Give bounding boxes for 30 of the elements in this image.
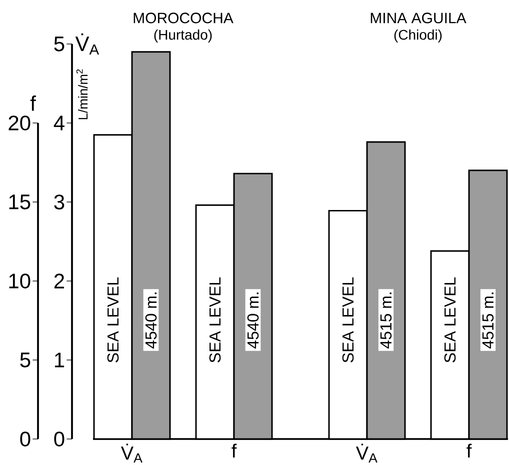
series-label: SEA LEVEL xyxy=(209,277,221,362)
chart-title: MOROCOCHA xyxy=(134,12,234,24)
series-label: SEA LEVEL xyxy=(107,277,119,362)
y2-tick-label: 5 xyxy=(20,352,30,368)
y-tick-label: 3 xyxy=(54,194,64,210)
series-label: SEA LEVEL xyxy=(342,277,354,362)
series-label: 4515 m. xyxy=(380,292,392,349)
y-axis-title: V̇$_{A}$ xyxy=(75,33,100,55)
y-tick-label: 1 xyxy=(54,352,64,368)
text: L/min/m$^{2}$ xyxy=(76,69,88,120)
chart-title: MINA AGUILA xyxy=(370,12,466,24)
series-label: 4540 m. xyxy=(247,292,259,349)
y-tick-label: 0 xyxy=(54,432,64,446)
chart-subtitle: (Hurtado) xyxy=(154,29,212,43)
y-tick-label: 4 xyxy=(54,116,64,130)
x-tick-label: f xyxy=(232,444,237,458)
y2-tick-label: 20 xyxy=(8,116,30,130)
y2-tick-label: 10 xyxy=(9,274,30,288)
x-tick-label: V̇$_{A}$ xyxy=(356,444,378,463)
y2-tick-label: 0 xyxy=(20,432,30,446)
x-tick-label: f xyxy=(466,444,472,458)
series-label: 4540 m. xyxy=(145,292,157,349)
x-tick-label: V̇$_{A}$ xyxy=(120,444,142,463)
y2-axis-title: f xyxy=(30,96,36,111)
series-label: SEA LEVEL xyxy=(444,277,456,362)
y-tick-label: 2 xyxy=(54,274,64,288)
y2-tick-label: 15 xyxy=(9,194,30,210)
y-tick-label: 5 xyxy=(54,36,64,52)
chart-subtitle: (Chiodi) xyxy=(394,29,442,43)
series-label: 4515 m. xyxy=(482,292,494,349)
